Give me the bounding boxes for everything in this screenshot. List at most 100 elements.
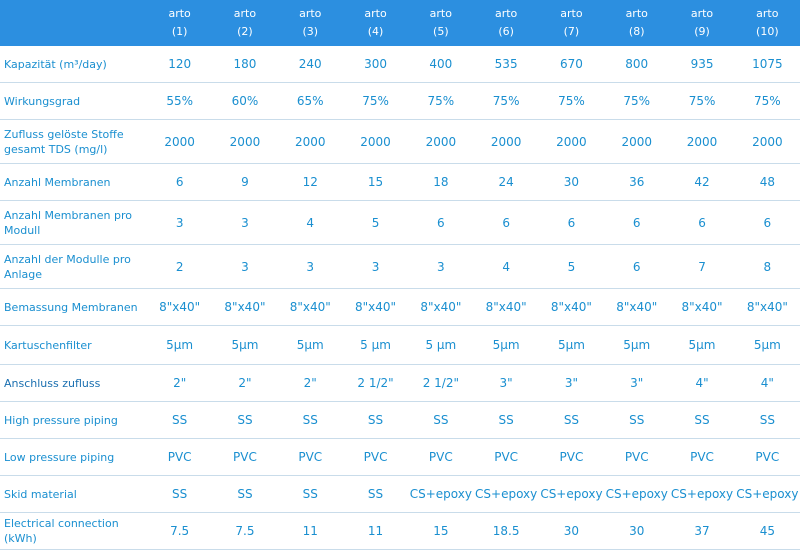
value-cell: 2" bbox=[147, 364, 213, 402]
membrane-size-row: Bemassung Membranen 8"x40" 8"x40" 8"x40" 8"x… bbox=[0, 288, 800, 326]
value-cell: 18.5 bbox=[473, 512, 539, 550]
value-cell: 3" bbox=[538, 364, 605, 402]
tds-row: Zufluss gelöste Stoffe gesamt TDS (mg/l)… bbox=[0, 119, 800, 164]
row-label: Kapazität (m³/day) bbox=[0, 46, 147, 83]
value-cell: 2 1/2" bbox=[408, 364, 474, 402]
value-cell: 3" bbox=[604, 364, 670, 402]
model-number: (4) bbox=[367, 25, 384, 38]
value-cell: 3 bbox=[342, 244, 409, 289]
value-cell: 2 1/2" bbox=[342, 364, 409, 402]
value-cell: 8"x40" bbox=[408, 288, 474, 326]
value-cell: 2 bbox=[147, 244, 213, 289]
value-cell: SS bbox=[147, 475, 213, 513]
model-header-9: arto (9) bbox=[669, 0, 735, 46]
row-label: Zufluss gelöste Stoffe gesamt TDS (mg/l) bbox=[0, 119, 147, 164]
value-cell: SS bbox=[147, 401, 213, 439]
value-cell: 5µm bbox=[212, 325, 278, 365]
low-pressure-piping-row: Low pressure piping PVC PVC PVC PVC PVC PVC PVC… bbox=[0, 438, 800, 476]
value-cell: 8"x40" bbox=[147, 288, 213, 326]
row-label: Anzahl Membranen bbox=[0, 163, 147, 201]
value-cell: CS+epoxy bbox=[538, 475, 605, 513]
model-name: arto bbox=[299, 7, 322, 20]
value-cell: 2000 bbox=[277, 119, 343, 164]
value-cell: 8"x40" bbox=[669, 288, 735, 326]
value-cell: 5 µm bbox=[342, 325, 409, 365]
membranes-per-module-row: Anzahl Membranen pro Modull 3 3 4 5 6 6 6 6 6 6 bbox=[0, 200, 800, 245]
value-cell: 8"x40" bbox=[473, 288, 539, 326]
model-name: arto bbox=[168, 7, 191, 20]
value-cell: SS bbox=[212, 475, 278, 513]
value-cell: SS bbox=[734, 401, 800, 439]
value-cell: 3 bbox=[147, 200, 213, 245]
value-cell: 5µm bbox=[473, 325, 539, 365]
value-cell: 5 bbox=[538, 244, 605, 289]
value-cell: 75% bbox=[604, 82, 670, 120]
high-pressure-piping-row: High pressure piping SS SS SS SS SS SS SS SS SS SS bbox=[0, 401, 800, 439]
model-number: (5) bbox=[433, 25, 449, 38]
value-cell: 8 bbox=[734, 244, 800, 289]
value-cell: SS bbox=[473, 401, 539, 439]
value-cell: 45 bbox=[734, 512, 800, 550]
value-cell: CS+epoxy bbox=[473, 475, 539, 513]
value-cell: CS+epoxy bbox=[408, 475, 474, 513]
value-cell: 7.5 bbox=[212, 512, 278, 550]
value-cell: 4" bbox=[734, 364, 800, 402]
value-cell: 75% bbox=[669, 82, 735, 120]
value-cell: SS bbox=[408, 401, 474, 439]
value-cell: PVC bbox=[147, 438, 213, 476]
row-label: Anschluss zufluss bbox=[0, 364, 147, 402]
value-cell: 18 bbox=[408, 163, 474, 201]
value-cell: 180 bbox=[212, 46, 278, 83]
model-name: arto bbox=[560, 7, 583, 20]
model-number: (6) bbox=[498, 25, 514, 38]
value-cell: SS bbox=[212, 401, 278, 439]
model-header-5: arto (5) bbox=[408, 0, 474, 46]
model-header-1: arto (1) bbox=[147, 0, 213, 46]
value-cell: 15 bbox=[408, 512, 474, 550]
value-cell: 2000 bbox=[147, 119, 213, 164]
value-cell: 6 bbox=[604, 244, 670, 289]
value-cell: 2" bbox=[212, 364, 278, 402]
value-cell: 2000 bbox=[669, 119, 735, 164]
row-label: Anzahl der Modulle pro Anlage bbox=[0, 244, 147, 289]
row-label: Bemassung Membranen bbox=[0, 288, 147, 326]
value-cell: 60% bbox=[212, 82, 278, 120]
value-cell: 42 bbox=[669, 163, 735, 201]
value-cell: SS bbox=[277, 401, 343, 439]
value-cell: 2000 bbox=[604, 119, 670, 164]
model-number: (10) bbox=[756, 25, 779, 38]
model-header-10: arto (10) bbox=[734, 0, 800, 46]
electrical-connection-row: Electrical connection (kWh) 7.5 7.5 11 11 15 1… bbox=[0, 512, 800, 550]
value-cell: 5µm bbox=[604, 325, 670, 365]
row-label: Kartuschenfilter bbox=[0, 325, 147, 365]
value-cell: SS bbox=[669, 401, 735, 439]
value-cell: 7.5 bbox=[147, 512, 213, 550]
value-cell: 8"x40" bbox=[212, 288, 278, 326]
efficiency-row: Wirkungsgrad 55% 60% 65% 75% 75% 75% 75% 75% 75% 7… bbox=[0, 82, 800, 120]
value-cell: 30 bbox=[604, 512, 670, 550]
value-cell: 36 bbox=[604, 163, 670, 201]
value-cell: 75% bbox=[408, 82, 474, 120]
row-label: Electrical connection (kWh) bbox=[0, 512, 147, 550]
value-cell: 535 bbox=[473, 46, 539, 83]
value-cell: PVC bbox=[408, 438, 474, 476]
model-name: arto bbox=[625, 7, 648, 20]
value-cell: 5µm bbox=[669, 325, 735, 365]
value-cell: 2000 bbox=[408, 119, 474, 164]
model-name: arto bbox=[429, 7, 452, 20]
value-cell: 8"x40" bbox=[734, 288, 800, 326]
model-number: (1) bbox=[171, 25, 188, 38]
value-cell: 5 bbox=[342, 200, 409, 245]
model-number: (7) bbox=[563, 25, 580, 38]
row-label: Skid material bbox=[0, 475, 147, 513]
value-cell: 6 bbox=[604, 200, 670, 245]
value-cell: 300 bbox=[342, 46, 409, 83]
row-label: High pressure piping bbox=[0, 401, 147, 439]
capacity-row: Kapazität (m³/day) 120 180 240 300 400 535 670 8… bbox=[0, 46, 800, 83]
modules-per-plant-row: Anzahl der Modulle pro Anlage 2 3 3 3 3 4 5 6 7 8 bbox=[0, 244, 800, 289]
value-cell: 6 bbox=[538, 200, 605, 245]
model-number: (8) bbox=[628, 25, 645, 38]
value-cell: 8"x40" bbox=[604, 288, 670, 326]
value-cell: SS bbox=[342, 401, 409, 439]
